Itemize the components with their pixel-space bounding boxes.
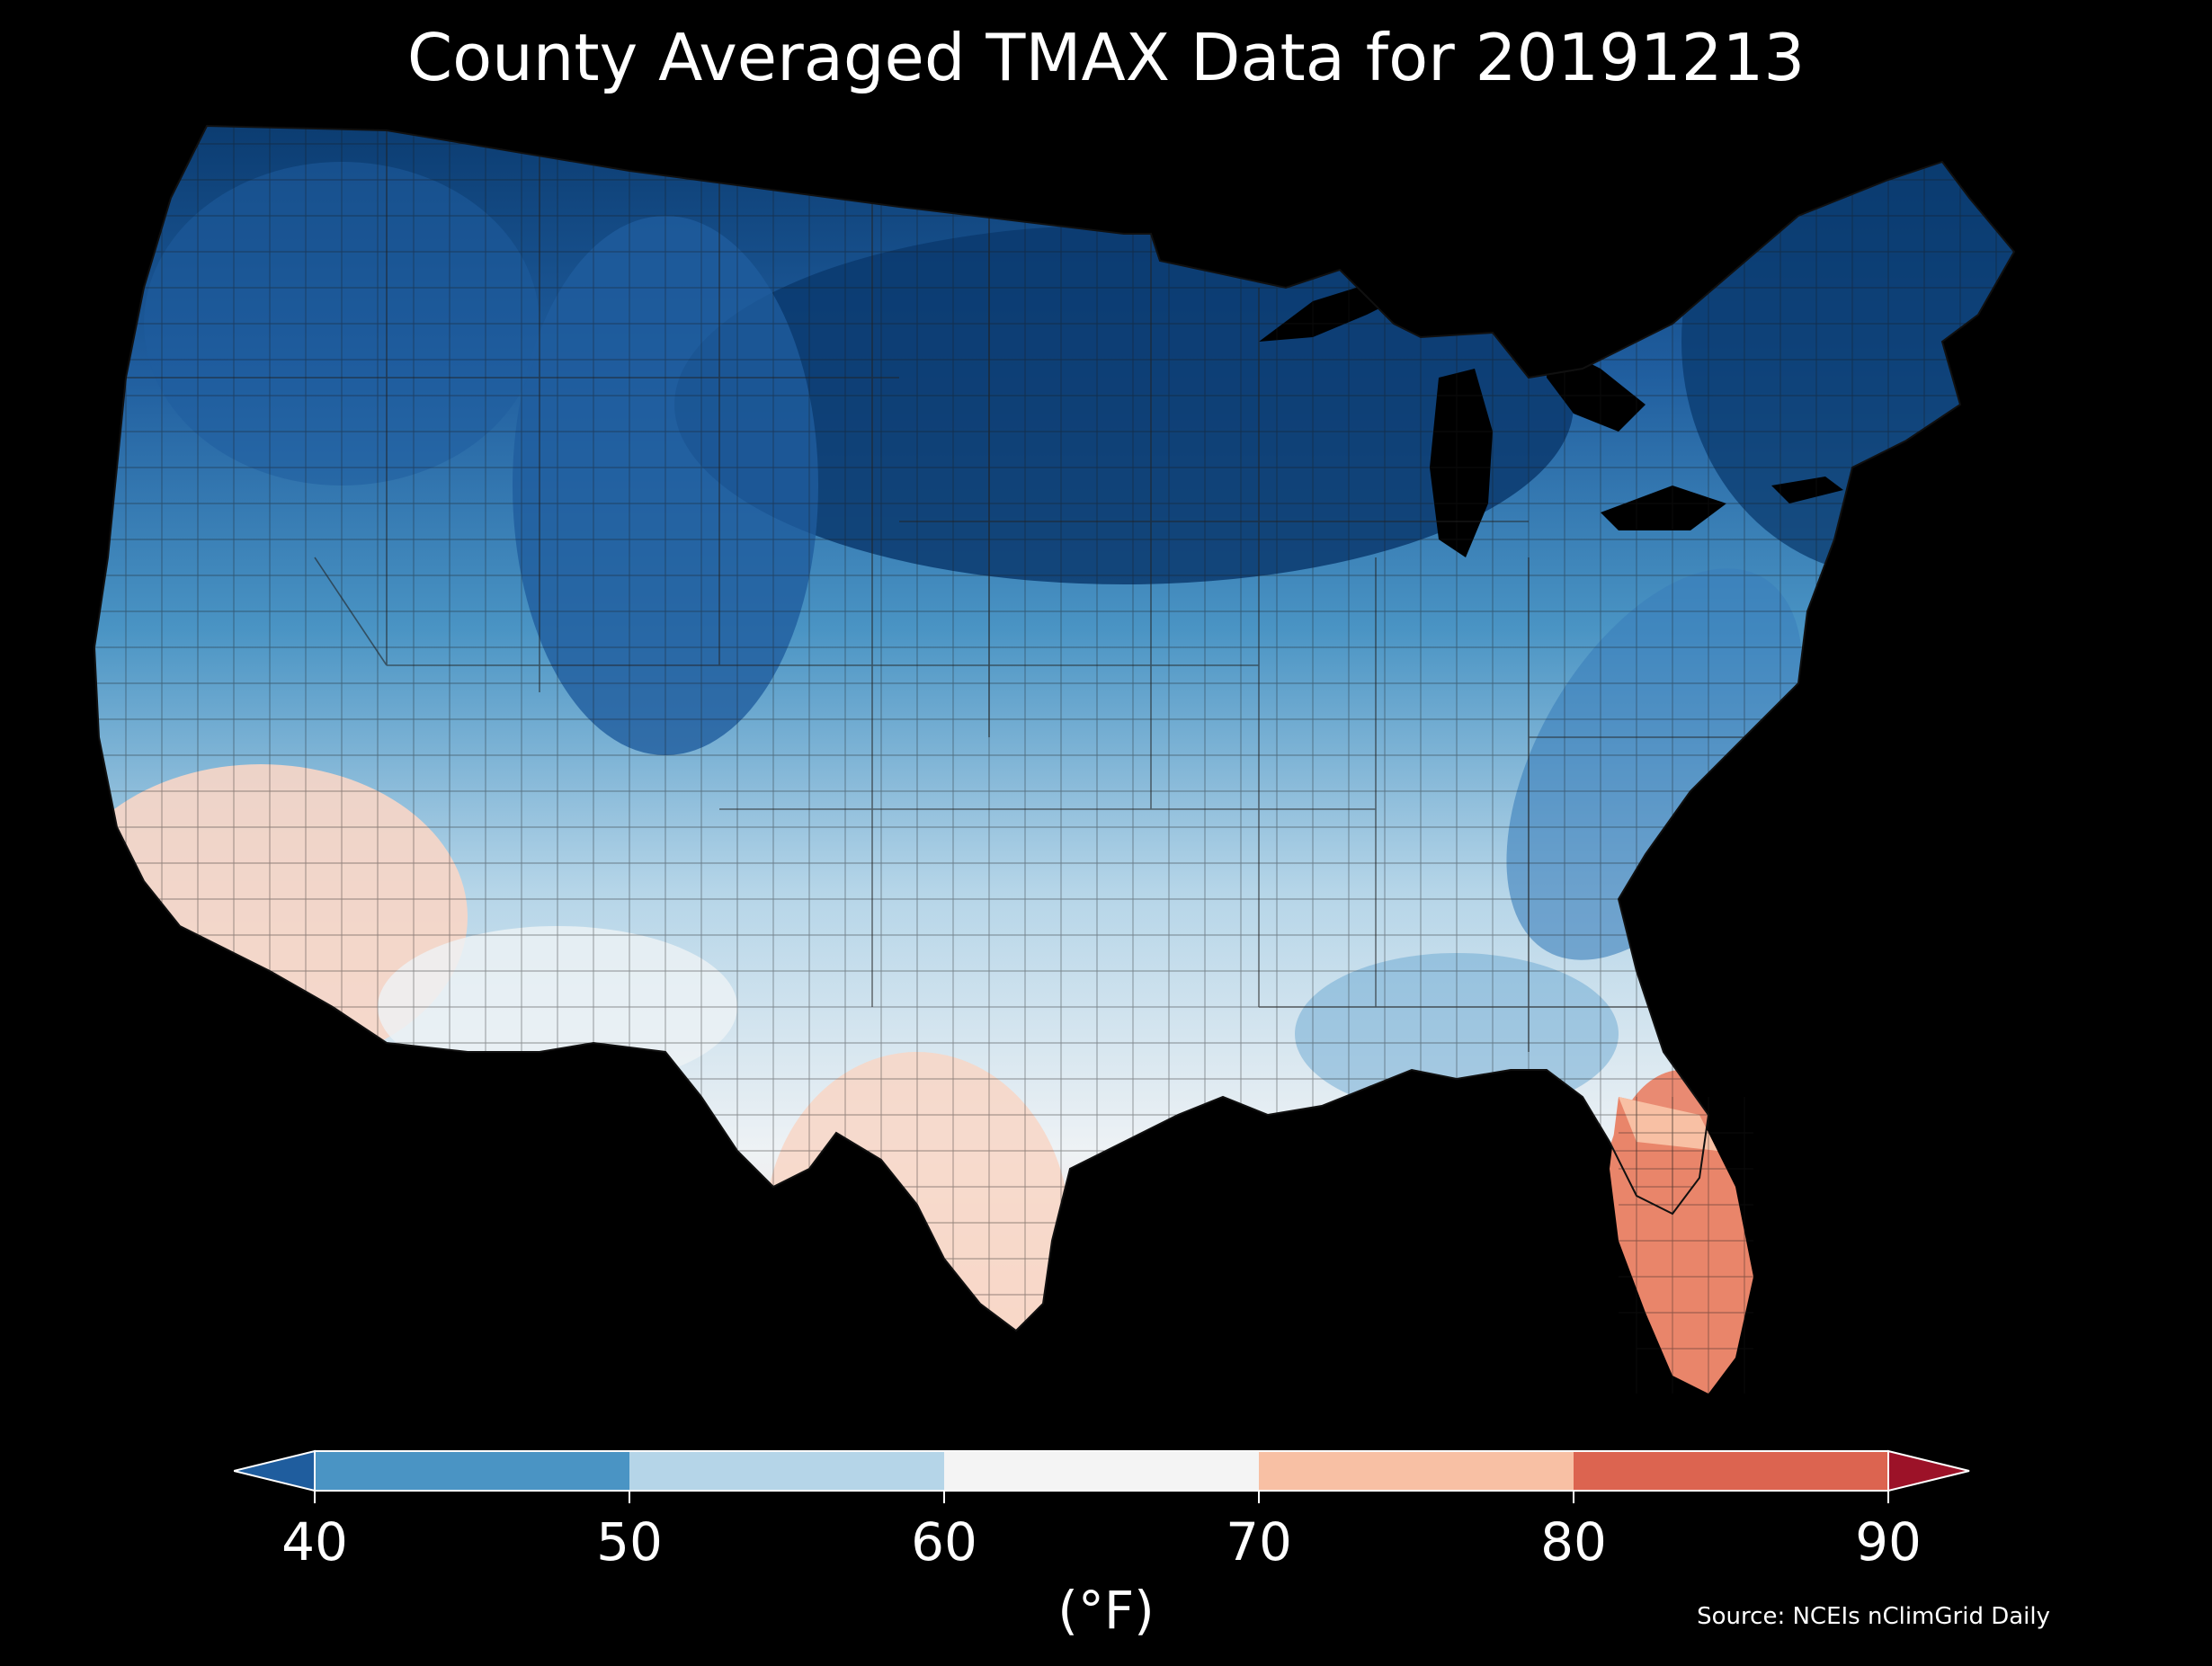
colorbar-bin-70-80	[1259, 1451, 1574, 1491]
colorbar-unit-label: (°F)	[1057, 1580, 1155, 1641]
florida-peninsula	[1610, 1097, 1753, 1394]
colorbar-tick-80: 80	[1540, 1511, 1607, 1572]
colorbar-tick-90: 90	[1855, 1511, 1922, 1572]
source-credit: Source: NCEIs nClimGrid Daily	[1697, 1603, 2050, 1630]
state-boundaries	[94, 126, 1888, 1052]
colorbar-bin-40-50	[315, 1451, 629, 1491]
colorbar-tick-40: 40	[281, 1511, 348, 1572]
map-title: County Averaged TMAX Data for 20191213	[406, 20, 1806, 95]
conus-map-svg	[93, 124, 2016, 1394]
conus-outline	[93, 124, 2016, 1332]
temperature-field	[94, 126, 2014, 1331]
colorbar-tick-70: 70	[1226, 1511, 1292, 1572]
colorbar-bin-80-90	[1574, 1451, 1888, 1491]
colorbar-bin-60-70	[944, 1451, 1259, 1491]
great-lakes	[1259, 279, 1843, 557]
colorbar	[234, 1439, 1978, 1519]
colorbar-tick-60: 60	[911, 1511, 977, 1572]
choropleth-map	[90, 108, 2122, 1412]
colorbar-extend-low	[234, 1449, 316, 1492]
colorbar-tick-50: 50	[596, 1511, 663, 1572]
colorbar-extend-high	[1887, 1449, 1970, 1492]
colorbar-svg	[234, 1449, 1970, 1503]
colorbar-bin-50-60	[629, 1451, 944, 1491]
